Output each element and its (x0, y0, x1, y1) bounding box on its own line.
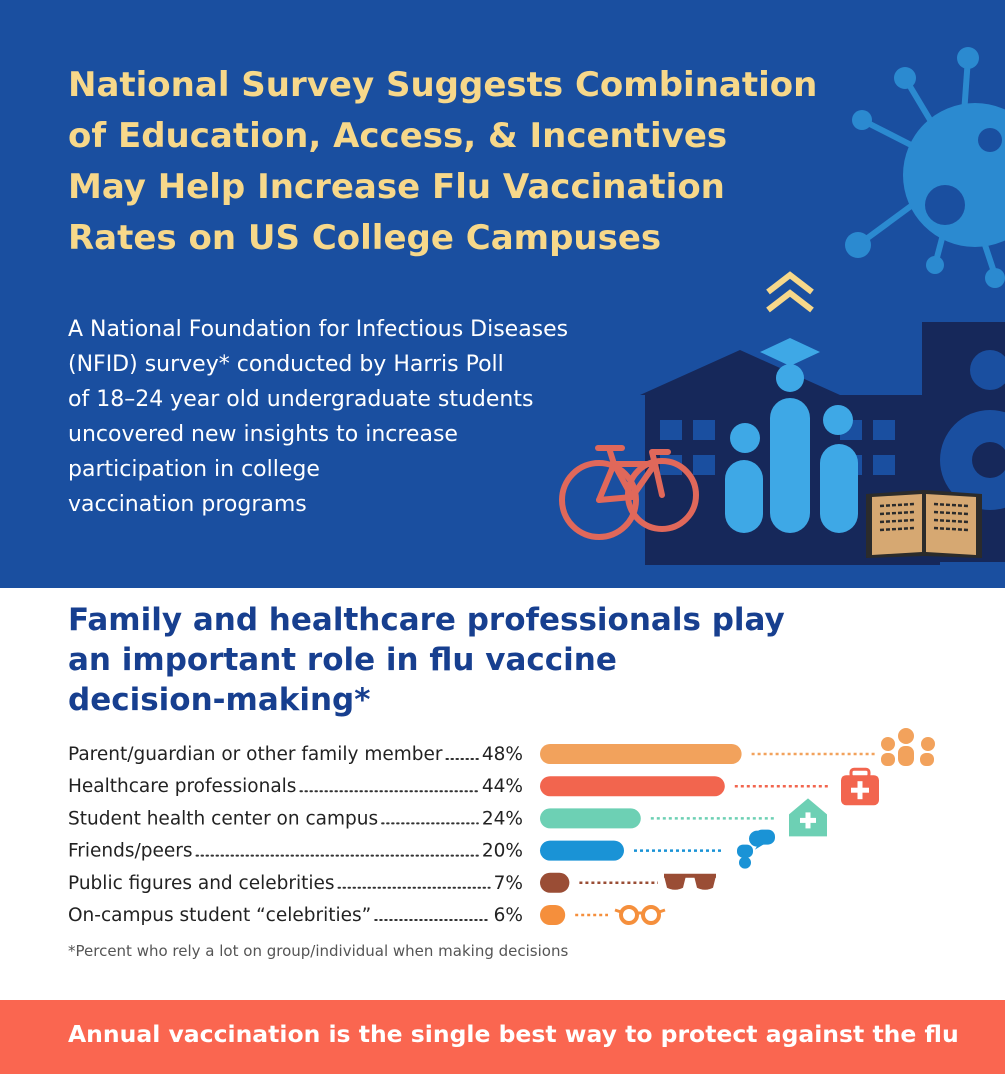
bicycle-icon (559, 445, 699, 540)
section-title: Family and healthcare professionals play… (68, 600, 868, 720)
intro-line: (NFID) survey* conducted by Harris Poll (68, 352, 504, 377)
hero-illustration (559, 47, 1005, 565)
bar (540, 808, 641, 829)
intro-paragraph: A National Foundation for Infectious Dis… (68, 312, 668, 522)
bar (540, 872, 570, 893)
category-label: On-campus student “celebrities” (68, 905, 371, 926)
category-label: Student health center on campus (68, 808, 378, 829)
title-line: May Help Increase Flu Vaccination (68, 167, 725, 207)
book-icon (866, 490, 982, 558)
intro-line: participation in college (68, 457, 320, 482)
bar (540, 840, 624, 861)
category-label: Healthcare professionals (68, 776, 296, 797)
category-label: Friends/peers (68, 841, 193, 862)
page-title: National Survey Suggests Combination of … (68, 60, 828, 264)
title-line: Rates on US College Campuses (68, 218, 662, 258)
value-label: 44% (482, 776, 523, 797)
family-icon (881, 728, 935, 766)
section-title-line: Family and healthcare professionals play (68, 602, 785, 638)
bar (540, 744, 742, 764)
section-title-line: an important role in flu vaccine (68, 642, 617, 678)
bar (540, 776, 725, 797)
value-label: 24% (482, 808, 523, 829)
intro-line: A National Foundation for Infectious Dis… (68, 317, 569, 342)
virus-icon (845, 47, 1005, 288)
title-line: National Survey Suggests Combination (68, 65, 818, 105)
intro-line: uncovered new insights to increase (68, 422, 458, 447)
value-label: 6% (494, 905, 523, 926)
footer-message: Annual vaccination is the single best wa… (68, 1020, 959, 1048)
students-icon (725, 338, 858, 533)
category-label: Parent/guardian or other family member (68, 744, 443, 765)
section-title-line: decision-making* (68, 682, 371, 718)
chevron-up-icon (766, 271, 814, 313)
intro-line: of 18–24 year old undergraduate students (68, 387, 534, 412)
chat-bubbles-icon (737, 829, 775, 869)
title-line: of Education, Access, & Incentives (68, 116, 728, 156)
footnote: *Percent who rely a lot on group/individ… (68, 942, 569, 960)
round-glasses-icon (614, 905, 666, 925)
value-label: 7% (494, 873, 523, 894)
sunglasses-icon (664, 873, 716, 890)
decision-making-section: Family and healthcare professionals play… (0, 588, 1005, 1000)
value-label: 48% (482, 744, 523, 765)
medical-kit-icon (841, 767, 879, 806)
bar (540, 905, 566, 925)
intro-line: vaccination programs (68, 492, 307, 517)
hero-banner: National Survey Suggests Combination of … (0, 0, 1005, 588)
value-label: 20% (482, 841, 523, 862)
influence-bar-chart: Parent/guardian or other family member 48… (68, 728, 935, 926)
health-center-icon (789, 798, 827, 837)
category-label: Public figures and celebrities (68, 873, 335, 894)
footer-banner: Annual vaccination is the single best wa… (0, 1000, 1005, 1074)
